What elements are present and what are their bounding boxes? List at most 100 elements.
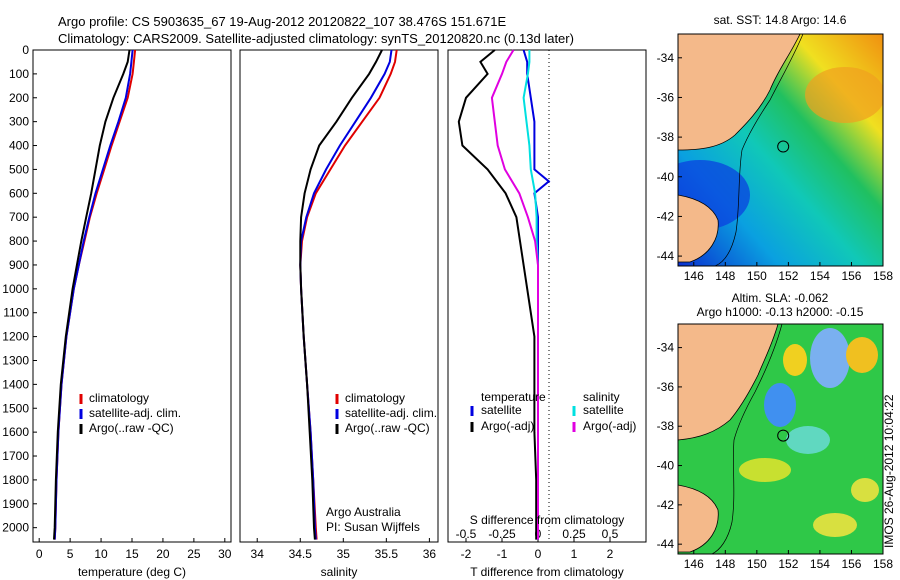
lat-tick-label-3--44: -44 bbox=[657, 249, 675, 263]
depth-tick-label-200: 200 bbox=[9, 91, 29, 105]
legend-label-1-0: climatology bbox=[345, 391, 405, 405]
legend-header-temperature: temperature bbox=[481, 390, 546, 404]
diff-legend-label-2: satellite bbox=[583, 403, 624, 417]
lon-tick-label-3-156: 156 bbox=[841, 269, 861, 283]
sdiff-tick-label-0.5: 0.5 bbox=[602, 527, 619, 541]
imos-timestamp: IMOS 26-Aug-2012 10:04:22 bbox=[882, 394, 896, 548]
lat-tick-label-4--34: -34 bbox=[657, 341, 675, 355]
depth-tick-label-600: 600 bbox=[9, 186, 29, 200]
sst-map: sat. SST: 14.8 Argo: 14.6 146 148 150 152 15… bbox=[657, 13, 894, 283]
legend-label-0-1: satellite-adj. clim. bbox=[89, 406, 181, 420]
sal-tick-label-34.5: 34.5 bbox=[289, 547, 313, 561]
salinity-panel: 34 34.5 35 35.5 36 climatologysatellite-adj.… bbox=[239, 49, 439, 579]
temperature-axes bbox=[32, 49, 232, 543]
lon-tick-label-3-146: 146 bbox=[684, 269, 704, 283]
sla-argo-marker bbox=[777, 429, 790, 442]
lon-tick-label-4-148: 148 bbox=[715, 557, 735, 571]
sdiff-tick-label--0.5: -0.5 bbox=[456, 527, 477, 541]
sla-low-3 bbox=[786, 426, 830, 454]
difference-top-xlabel: S difference from climatology bbox=[470, 513, 625, 527]
sal-tick-label-35.5: 35.5 bbox=[375, 547, 399, 561]
depth-tick-label-0: 0 bbox=[22, 43, 29, 57]
tdiff-tick-label-1: 1 bbox=[571, 547, 578, 561]
salinity-annotation-line2: PI: Susan Wijffels bbox=[326, 520, 420, 534]
lon-tick-label-4-156: 156 bbox=[841, 557, 861, 571]
sla-high-3 bbox=[739, 458, 791, 482]
lat-tick-label-4--36: -36 bbox=[657, 380, 675, 394]
series-line-1-2 bbox=[299, 49, 383, 540]
sla-map-title-line2: Argo h1000: -0.13 h2000: -0.15 bbox=[697, 305, 864, 319]
depth-tick-label-1700: 1700 bbox=[2, 449, 29, 463]
depth-tick-label-1000: 1000 bbox=[2, 282, 29, 296]
lat-tick-label-4--42: -42 bbox=[657, 498, 675, 512]
depth-tick-label-500: 500 bbox=[9, 162, 29, 176]
depth-tick-label-1600: 1600 bbox=[2, 425, 29, 439]
sdiff-tick-label--0.25: -0.25 bbox=[488, 527, 516, 541]
diff-series-line-3 bbox=[490, 49, 539, 540]
lon-tick-label-4-158: 158 bbox=[873, 557, 893, 571]
difference-legend: temperature salinitysatelliteArgo(-adj)sa… bbox=[470, 390, 636, 433]
sla-high-4 bbox=[813, 513, 857, 537]
difference-panel: -2 -1 0 1 2-0.5 -0.25 0 0.25 0.5 temperature sali… bbox=[447, 49, 647, 579]
lon-tick-label-4-154: 154 bbox=[810, 557, 830, 571]
lat-tick-label-3--40: -40 bbox=[657, 170, 675, 184]
sal-tick-label-34: 34 bbox=[251, 547, 265, 561]
series-line-0-2 bbox=[53, 49, 131, 540]
temp-tick-label-5: 5 bbox=[67, 547, 74, 561]
depth-tick-label-2000: 2000 bbox=[2, 521, 29, 535]
lat-tick-label-3--42: -42 bbox=[657, 209, 675, 223]
lon-tick-label-4-146: 146 bbox=[684, 557, 704, 571]
sla-high-1 bbox=[783, 344, 807, 376]
lat-tick-label-4--40: -40 bbox=[657, 459, 675, 473]
depth-tick-label-1200: 1200 bbox=[2, 330, 29, 344]
figure-title-line2: Climatology: CARS2009. Satellite-adjuste… bbox=[58, 31, 574, 46]
salinity-xlabel: salinity bbox=[321, 565, 358, 579]
depth-tick-label-1400: 1400 bbox=[2, 377, 29, 391]
lat-tick-label-3--36: -36 bbox=[657, 90, 675, 104]
figure-title-line1: Argo profile: CS 5903635_67 19-Aug-2012 … bbox=[58, 14, 507, 29]
temperature-panel: 0100200300400500600700800900100011001200… bbox=[2, 43, 232, 579]
depth-tick-label-1500: 1500 bbox=[2, 401, 29, 415]
sst-argo-marker bbox=[777, 140, 790, 153]
depth-tick-label-1800: 1800 bbox=[2, 473, 29, 487]
sla-map-title-line1: Altim. SLA: -0.062 bbox=[732, 291, 829, 305]
sla-high-2 bbox=[846, 337, 878, 373]
lon-tick-label-3-158: 158 bbox=[873, 269, 893, 283]
temp-tick-label-20: 20 bbox=[156, 547, 170, 561]
sla-low-2 bbox=[764, 383, 796, 427]
shelf-contour-2 bbox=[711, 324, 783, 554]
legend-label-1-1: satellite-adj. clim. bbox=[345, 406, 437, 420]
sst-map-frame bbox=[677, 33, 884, 267]
lat-tick-label-3--34: -34 bbox=[657, 51, 675, 65]
depth-tick-label-1100: 1100 bbox=[3, 306, 29, 320]
sla-map: Altim. SLA: -0.062 Argo h1000: -0.13 h20… bbox=[657, 291, 894, 571]
depth-tick-label-100: 100 bbox=[9, 67, 29, 81]
diff-legend-label-0: satellite bbox=[481, 403, 522, 417]
temp-tick-label-0: 0 bbox=[36, 547, 43, 561]
temperature-xlabel: temperature (deg C) bbox=[78, 565, 186, 579]
tdiff-tick-label--2: -2 bbox=[461, 547, 472, 561]
depth-tick-label-900: 900 bbox=[9, 258, 29, 272]
mainland-australia bbox=[678, 34, 801, 151]
lon-tick-label-4-150: 150 bbox=[747, 557, 767, 571]
sal-tick-label-35: 35 bbox=[337, 547, 351, 561]
temp-tick-label-25: 25 bbox=[187, 547, 201, 561]
legend-label-0-0: climatology bbox=[89, 391, 149, 405]
legend-header-salinity: salinity bbox=[583, 390, 620, 404]
depth-tick-label-400: 400 bbox=[9, 139, 29, 153]
diff-legend-label-1: Argo(-adj) bbox=[481, 419, 534, 433]
legend-label-1-2: Argo(..raw -QC) bbox=[345, 421, 430, 435]
depth-tick-label-300: 300 bbox=[9, 115, 29, 129]
depth-tick-label-1900: 1900 bbox=[2, 497, 29, 511]
sla-map-frame bbox=[677, 323, 884, 555]
tdiff-tick-label-2: 2 bbox=[607, 547, 614, 561]
mainland-australia-2 bbox=[678, 324, 779, 441]
salinity-axes bbox=[239, 49, 439, 543]
tdiff-tick-label--1: -1 bbox=[497, 547, 508, 561]
sal-tick-label-36: 36 bbox=[423, 547, 437, 561]
shelf-contour bbox=[714, 34, 804, 266]
depth-tick-label-800: 800 bbox=[9, 234, 29, 248]
